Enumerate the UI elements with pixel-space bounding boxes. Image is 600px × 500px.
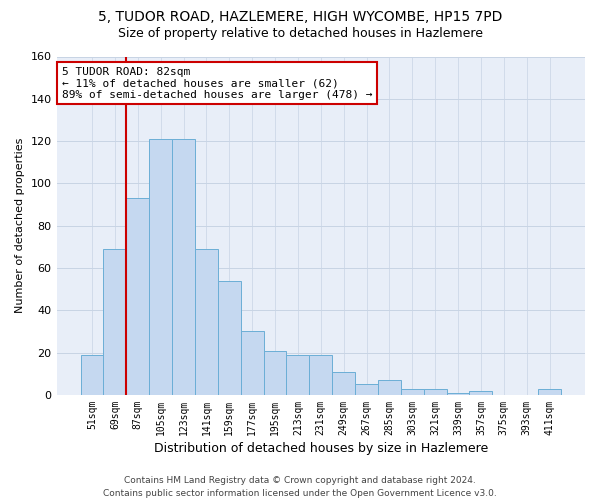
Bar — [149, 139, 172, 395]
Bar — [401, 388, 424, 395]
Text: Size of property relative to detached houses in Hazlemere: Size of property relative to detached ho… — [118, 28, 482, 40]
Bar — [127, 198, 149, 395]
Bar — [80, 355, 103, 395]
Bar — [332, 372, 355, 395]
Text: 5, TUDOR ROAD, HAZLEMERE, HIGH WYCOMBE, HP15 7PD: 5, TUDOR ROAD, HAZLEMERE, HIGH WYCOMBE, … — [98, 10, 502, 24]
Text: Contains HM Land Registry data © Crown copyright and database right 2024.
Contai: Contains HM Land Registry data © Crown c… — [103, 476, 497, 498]
Bar — [241, 332, 263, 395]
Bar — [378, 380, 401, 395]
Bar — [218, 280, 241, 395]
Bar — [446, 393, 469, 395]
Bar — [355, 384, 378, 395]
Bar — [103, 249, 127, 395]
Bar — [538, 388, 561, 395]
Y-axis label: Number of detached properties: Number of detached properties — [15, 138, 25, 314]
Bar — [310, 355, 332, 395]
Bar — [195, 249, 218, 395]
Bar — [286, 355, 310, 395]
Text: 5 TUDOR ROAD: 82sqm
← 11% of detached houses are smaller (62)
89% of semi-detach: 5 TUDOR ROAD: 82sqm ← 11% of detached ho… — [62, 66, 373, 100]
Bar — [469, 390, 493, 395]
Bar — [263, 350, 286, 395]
Bar — [424, 388, 446, 395]
Bar — [172, 139, 195, 395]
X-axis label: Distribution of detached houses by size in Hazlemere: Distribution of detached houses by size … — [154, 442, 488, 455]
